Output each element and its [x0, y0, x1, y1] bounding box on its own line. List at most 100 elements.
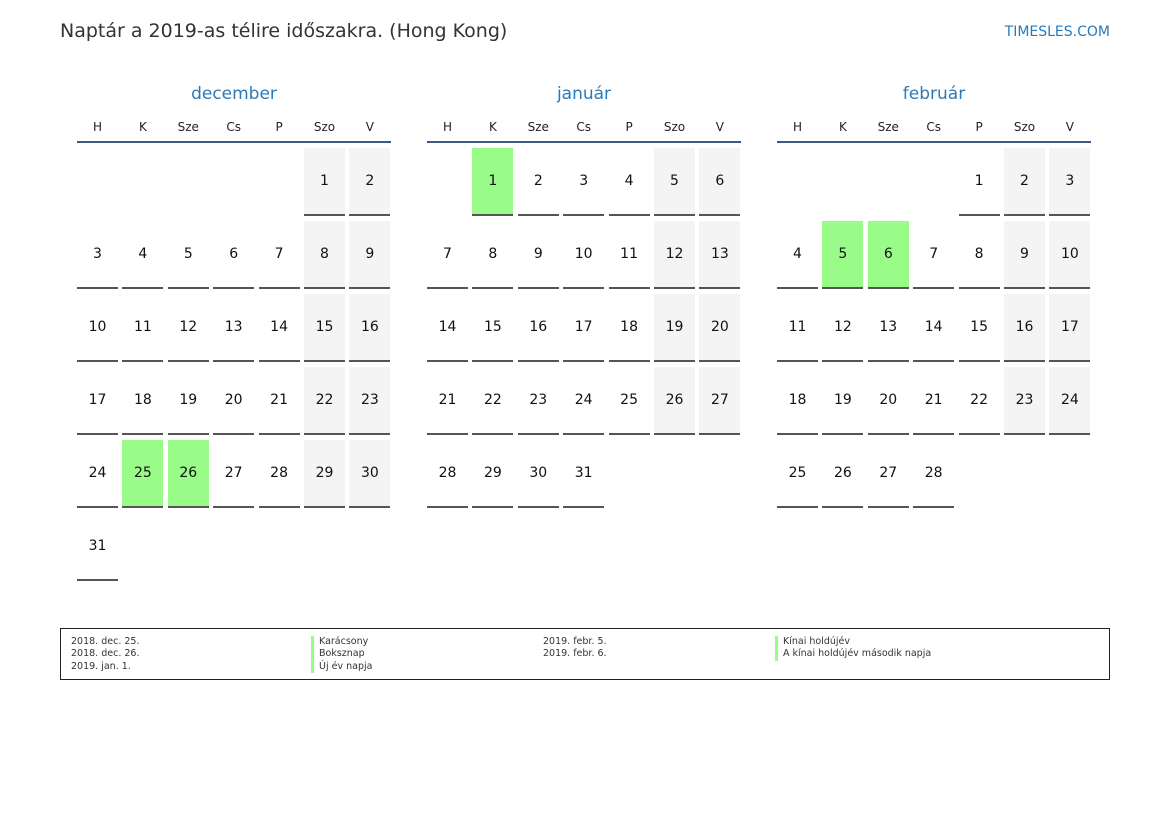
weekday-header: Cs: [226, 120, 241, 134]
weekday-header: H: [792, 120, 803, 134]
brand-link[interactable]: TIMESLES.COM: [1004, 24, 1110, 40]
weekday-header: Sze: [527, 120, 549, 134]
day-cell: 15: [958, 294, 1000, 362]
day-cell: 8: [958, 221, 1000, 289]
holiday-legend: 2018. dec. 25. 2018. dec. 26. 2019. jan. 1…: [60, 628, 1110, 680]
day-cell: 9: [349, 221, 391, 289]
weekday-header: K: [488, 120, 497, 134]
day-cell: 22: [472, 367, 514, 435]
weekday-header: V: [715, 120, 724, 134]
weekday-header: H: [92, 120, 103, 134]
day-cell: 10: [563, 221, 605, 289]
day-cell: 18: [122, 367, 164, 435]
month-december: december H K Sze Cs P Szo V 1 2 3 4 5 6 7 8 9 10 11 12 13 14 1…: [77, 84, 391, 581]
day-cell: 7: [258, 221, 300, 289]
month-name: január: [556, 84, 612, 104]
day-cell: 28: [258, 440, 300, 508]
legend-holiday-name: A kínai holdújév második napja: [775, 648, 931, 661]
day-cell: 24: [77, 440, 118, 508]
day-cell: 13: [213, 294, 255, 362]
legend-holiday-name: Kínai holdújév: [775, 636, 931, 649]
day-cell: 9: [517, 221, 559, 289]
weekday-header: V: [1065, 120, 1074, 134]
day-cell: 24: [1049, 367, 1091, 435]
legend-holiday-name: Boksznap: [311, 648, 372, 661]
weekday-header: Cs: [926, 120, 941, 134]
weekday-header: Sze: [177, 120, 199, 134]
day-cell: 18: [777, 367, 818, 435]
day-cell: 23: [349, 367, 391, 435]
day-cell: 3: [77, 221, 118, 289]
day-cell: 13: [867, 294, 909, 362]
day-cell: 14: [258, 294, 300, 362]
legend-date: 2018. dec. 25.: [71, 636, 140, 647]
weekday-header: Szo: [1013, 120, 1036, 134]
day-cell: 6: [867, 221, 909, 289]
day-cell: 10: [1049, 221, 1091, 289]
day-cell: 1: [958, 148, 1000, 216]
day-cell: 25: [608, 367, 650, 435]
weekday-header: P: [625, 120, 633, 134]
header-divider: [427, 141, 741, 143]
weekday-header: V: [365, 120, 374, 134]
day-cell: 3: [563, 148, 605, 216]
day-cell: 9: [1004, 221, 1045, 289]
day-cell: 27: [213, 440, 255, 508]
day-cell: 2: [349, 148, 391, 216]
day-cell: 17: [1049, 294, 1091, 362]
day-cell: 21: [427, 367, 468, 435]
month-január: január H K Sze Cs P Szo V 1 2 3 4 5 6 7 8 9 10 11 12 13 14 15 1…: [427, 84, 741, 508]
day-cell: 23: [517, 367, 559, 435]
day-cell: 27: [699, 367, 741, 435]
day-cell: 14: [913, 294, 955, 362]
day-cell: 26: [654, 367, 695, 435]
legend-date: 2018. dec. 26.: [71, 648, 140, 660]
day-cell: 2: [1004, 148, 1045, 216]
day-cell: 5: [167, 221, 209, 289]
weekday-header: P: [975, 120, 983, 134]
day-cell: 21: [913, 367, 955, 435]
day-cell: 25: [122, 440, 164, 508]
day-cell: 22: [958, 367, 1000, 435]
day-cell: 18: [608, 294, 650, 362]
day-cell: 27: [867, 440, 909, 508]
legend-date: 2019. febr. 5.: [543, 636, 607, 647]
header-divider: [777, 141, 1091, 143]
header-divider: [77, 141, 391, 143]
day-cell: 3: [1049, 148, 1091, 216]
weekday-header: P: [275, 120, 283, 134]
weekday-header: K: [138, 120, 147, 134]
day-cell: 7: [913, 221, 955, 289]
day-cell: 1: [472, 148, 514, 216]
day-cell: 14: [427, 294, 468, 362]
day-cell: 16: [1004, 294, 1045, 362]
day-cell: 10: [77, 294, 118, 362]
month-február: február H K Sze Cs P Szo V 1 2 3 4 5 6 7 8 9 10 11 12 13 14 15…: [777, 84, 1091, 508]
month-name: december: [191, 84, 277, 104]
day-cell: 17: [77, 367, 118, 435]
day-cell: 29: [304, 440, 345, 508]
day-cell: 11: [608, 221, 650, 289]
page-title: Naptár a 2019-as télire időszakra. (Hong…: [60, 20, 508, 42]
day-cell: 21: [258, 367, 300, 435]
day-cell: 4: [122, 221, 164, 289]
day-cell: 1: [304, 148, 345, 216]
weekday-header: H: [442, 120, 453, 134]
day-cell: 24: [563, 367, 605, 435]
day-cell: 16: [517, 294, 559, 362]
day-cell: 4: [777, 221, 818, 289]
day-cell: 2: [517, 148, 559, 216]
legend-holiday-name: Új év napja: [311, 660, 372, 673]
day-cell: 5: [822, 221, 864, 289]
day-cell: 30: [349, 440, 391, 508]
day-cell: 6: [699, 148, 741, 216]
day-cell: 13: [699, 221, 741, 289]
day-cell: 11: [122, 294, 164, 362]
day-cell: 30: [517, 440, 559, 508]
day-cell: 28: [913, 440, 955, 508]
day-cell: 12: [167, 294, 209, 362]
day-cell: 20: [867, 367, 909, 435]
weekday-header: Cs: [576, 120, 591, 134]
day-cell: 6: [213, 221, 255, 289]
day-cell: 16: [349, 294, 391, 362]
